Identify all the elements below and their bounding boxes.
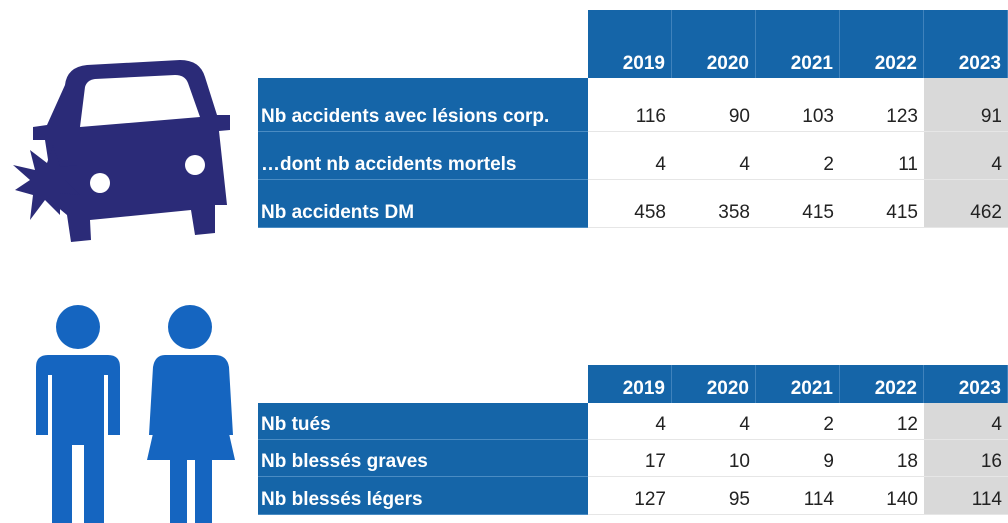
cell-value: 9	[756, 440, 840, 477]
row-label: Nb accidents DM	[258, 180, 588, 228]
cell-value: 123	[840, 78, 924, 132]
cell-value: 140	[840, 477, 924, 515]
cell-value: 18	[840, 440, 924, 477]
cell-value: 415	[756, 180, 840, 228]
row-label: Nb accidents avec lésions corp.	[258, 78, 588, 132]
column-header: 2022	[840, 365, 924, 403]
cell-value: 11	[840, 132, 924, 180]
column-header: 2022	[840, 10, 924, 78]
column-header: 2023	[924, 10, 1008, 78]
cell-value: 2	[756, 403, 840, 440]
car-icon	[13, 60, 230, 242]
cell-value: 12	[840, 403, 924, 440]
column-header: 2021	[756, 365, 840, 403]
column-header: 2019	[588, 10, 672, 78]
people-icon	[36, 305, 235, 523]
cell-value: 90	[672, 78, 756, 132]
row-label: …dont nb accidents mortels	[258, 132, 588, 180]
column-header: 2021	[756, 10, 840, 78]
cell-value: 116	[588, 78, 672, 132]
column-header: 2019	[588, 365, 672, 403]
column-header: 2020	[672, 365, 756, 403]
cell-value: 16	[924, 440, 1008, 477]
cell-value: 91	[924, 78, 1008, 132]
row-label: Nb blessés légers	[258, 477, 588, 515]
cell-value: 95	[672, 477, 756, 515]
cell-value: 114	[924, 477, 1008, 515]
column-header: 2023	[924, 365, 1008, 403]
cell-value: 4	[672, 403, 756, 440]
cell-value: 458	[588, 180, 672, 228]
cell-value: 4	[924, 132, 1008, 180]
cell-value: 4	[672, 132, 756, 180]
row-label: Nb blessés graves	[258, 440, 588, 477]
column-header: 2020	[672, 10, 756, 78]
cell-value: 415	[840, 180, 924, 228]
cell-value: 103	[756, 78, 840, 132]
cell-value: 4	[588, 132, 672, 180]
cell-value: 462	[924, 180, 1008, 228]
cell-value: 4	[588, 403, 672, 440]
cell-value: 114	[756, 477, 840, 515]
cell-value: 17	[588, 440, 672, 477]
cell-value: 10	[672, 440, 756, 477]
cell-value: 2	[756, 132, 840, 180]
cell-value: 127	[588, 477, 672, 515]
cell-value: 4	[924, 403, 1008, 440]
cell-value: 358	[672, 180, 756, 228]
row-label: Nb tués	[258, 403, 588, 440]
